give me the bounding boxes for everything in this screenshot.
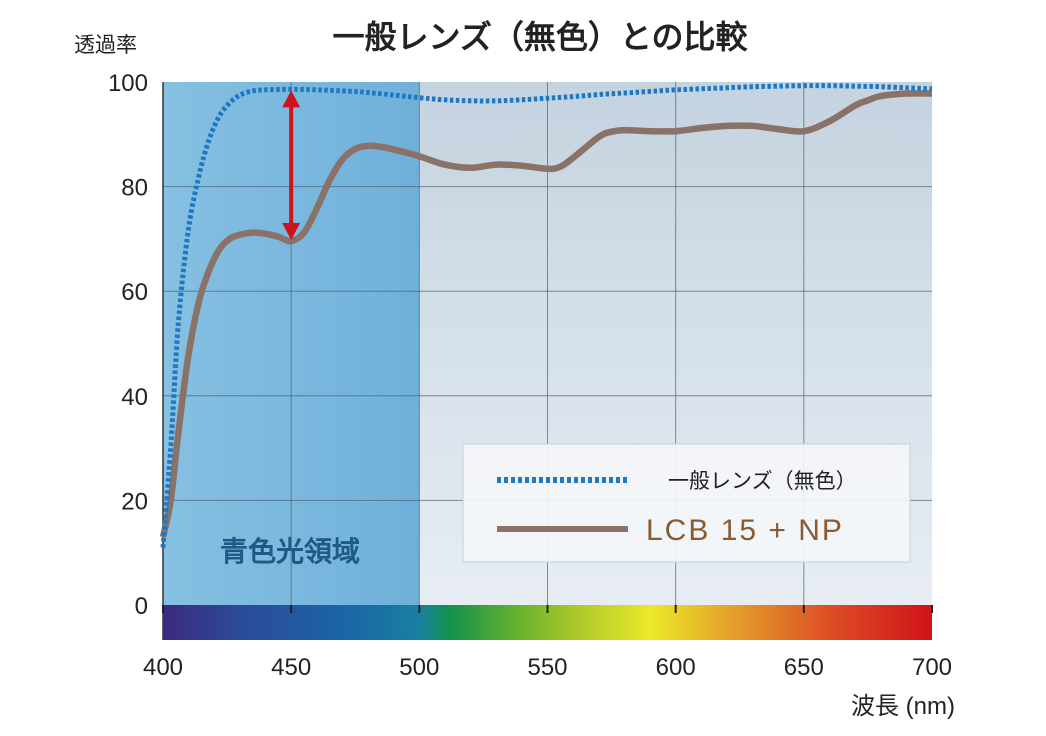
arrow-head-up	[282, 90, 301, 108]
x-tick-label: 400	[143, 654, 183, 681]
legend-label-standard-lens: 一般レンズ（無色）	[668, 469, 857, 493]
legend-label-lcb15np: LCB 15 + NP	[646, 514, 844, 547]
annotation-arrow	[282, 90, 301, 240]
arrow-head-down	[282, 222, 301, 240]
x-tick-label: 550	[527, 654, 567, 681]
blue-light-region-label: 青色光領域	[220, 535, 360, 568]
y-tick-label: 0	[135, 593, 148, 620]
y-tick-label: 40	[121, 384, 148, 411]
series-line-lcb15np	[159, 90, 933, 538]
x-tick-label: 650	[784, 654, 824, 681]
legend: 一般レンズ（無色） LCB 15 + NP	[462, 443, 911, 563]
y-tick-label: 80	[121, 175, 148, 202]
y-tick-label: 60	[121, 279, 148, 306]
y-tick-label: 100	[108, 70, 148, 97]
x-tick-label: 600	[656, 654, 696, 681]
y-tick-labels: 0 20 40 60 80 100	[108, 70, 148, 620]
chart-title: 一般レンズ（無色）との比較	[332, 18, 748, 56]
x-tick-label: 700	[912, 654, 952, 681]
spectrum-bar	[162, 605, 933, 640]
x-tick-label: 500	[399, 654, 439, 681]
x-tick-label: 450	[271, 654, 311, 681]
y-axis-label: 透過率	[74, 33, 137, 57]
x-axis-label: 波長 (nm)	[851, 693, 955, 720]
legend-box	[462, 443, 911, 563]
x-tick-labels: 400 450 500 550 600 650 700	[143, 654, 952, 681]
series-lines	[159, 83, 933, 548]
series-line-standard-lens	[160, 83, 933, 548]
y-tick-label: 20	[121, 488, 148, 515]
